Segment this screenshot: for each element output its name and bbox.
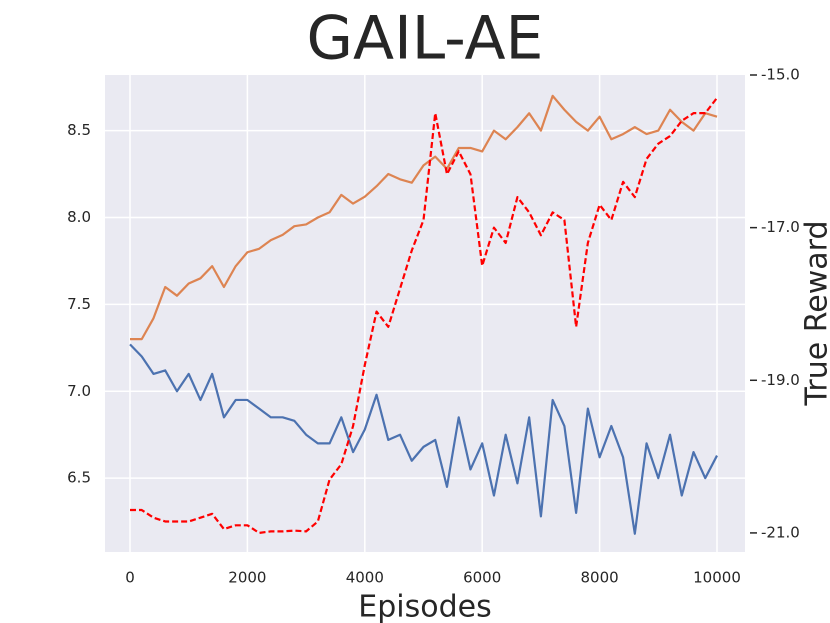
chart-title: GAIL-AE <box>307 4 544 74</box>
x-tick-label: 0 <box>125 569 135 587</box>
series-line <box>129 343 718 535</box>
y2-tick-label: -17.0 <box>761 218 800 236</box>
series-line <box>130 97 718 535</box>
y2-tick-label: -21.0 <box>761 523 800 541</box>
x-tick-label: 10000 <box>693 569 741 587</box>
series-line <box>130 94 718 341</box>
y2-axis-label: True Reward <box>800 221 830 407</box>
y-tick-label: 6.5 <box>67 469 91 487</box>
y-tick-label: 7.5 <box>67 295 91 313</box>
y-tick-label: 7.0 <box>67 382 91 400</box>
y-tick-label: 8.5 <box>67 121 91 139</box>
plot-area <box>105 75 745 552</box>
x-tick-label: 4000 <box>346 569 384 587</box>
y2-tick-label: -19.0 <box>761 371 800 389</box>
y-tick-label: 8.0 <box>67 208 91 226</box>
y2-tick-label: -15.0 <box>761 66 800 84</box>
x-tick-label: 8000 <box>581 569 619 587</box>
x-axis-label: Episodes <box>358 590 491 623</box>
x-tick-label: 6000 <box>463 569 501 587</box>
x-tick-label: 2000 <box>228 569 266 587</box>
